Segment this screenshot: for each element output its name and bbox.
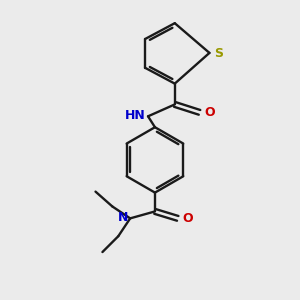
Text: HN: HN (125, 109, 146, 122)
Text: S: S (214, 47, 224, 60)
Text: O: O (183, 212, 193, 225)
Text: O: O (205, 106, 215, 119)
Text: N: N (118, 211, 128, 224)
